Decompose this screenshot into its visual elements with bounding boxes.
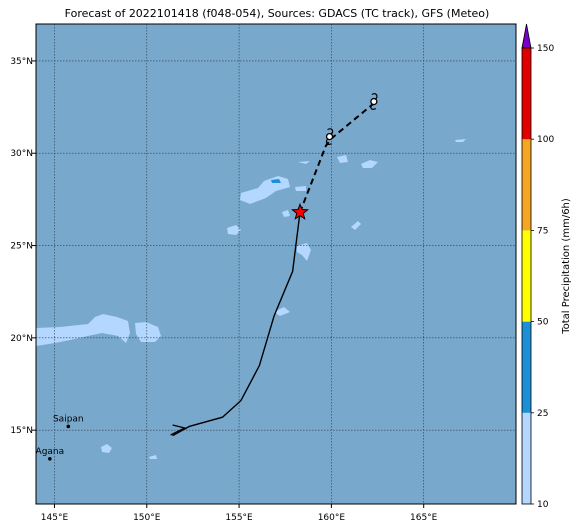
city-dot	[66, 424, 71, 429]
storm-symbol-icon	[325, 128, 334, 145]
tick-label-lat: 25°N	[10, 242, 33, 252]
tick-label-lat: 30°N	[10, 149, 33, 159]
rain-area-small-2	[149, 455, 157, 459]
colorbar-tick-label: 10	[537, 500, 549, 510]
rain-area-small-8	[298, 161, 310, 164]
tick-label-lon: 150°E	[133, 513, 161, 523]
map-border	[35, 23, 517, 505]
rain-area-small-7	[274, 307, 290, 316]
rain-area-small-5	[295, 186, 306, 191]
colorbar-segment	[522, 321, 531, 413]
city-dot	[48, 456, 52, 461]
storm-eye	[325, 132, 334, 141]
tick-label-lat: 35°N	[10, 57, 33, 67]
city-markers: Saipan Agana	[36, 414, 84, 461]
colorbar-segment	[522, 230, 531, 322]
colorbar-border	[521, 47, 532, 505]
colorbar-tick-label: 150	[537, 44, 554, 54]
storm-symbol-icon	[370, 93, 378, 110]
current-position-star-icon	[291, 202, 309, 220]
colorbar-segment	[522, 412, 531, 504]
rain-area-small-10	[361, 160, 378, 168]
tick-label-lon: 160°E	[318, 513, 346, 523]
colorbar: 10 25 50 75 100 150 Total Precipitation (mm/6h…	[521, 23, 572, 510]
forecast-track-line	[299, 102, 375, 213]
city-label: Agana	[36, 447, 65, 457]
precipitation-map: Saipan Agana 145°E 150°E 155°E 160°E 165°E 15…	[10, 23, 517, 523]
track-start-hook-icon	[170, 424, 187, 436]
rain-area-west-2	[135, 322, 161, 342]
colorbar-label: Total Precipitation (mm/6h)	[561, 198, 572, 335]
colorbar-tick-label: 50	[537, 318, 549, 328]
map-title: Forecast of 2022101418 (f048-054), Sourc…	[64, 7, 490, 20]
colorbar-segment	[522, 139, 531, 231]
past-track-line	[172, 212, 301, 437]
tick-label-lon: 155°E	[225, 513, 253, 523]
ocean-background	[36, 24, 516, 504]
tick-label-lat: 20°N	[10, 334, 33, 344]
rain-area-small-12	[455, 139, 466, 142]
colorbar-tick-label: 25	[537, 409, 548, 419]
longitude-ticks: 145°E 150°E 155°E 160°E 165°E	[41, 504, 438, 523]
rain-area-small-9	[337, 155, 348, 163]
tick-label-lon: 145°E	[41, 513, 69, 523]
colorbar-tick-label: 100	[537, 135, 554, 145]
rain-area-center-core	[271, 179, 281, 183]
latitude-ticks: 15°N 20°N 25°N 30°N 35°N	[10, 57, 36, 436]
tick-label-lat: 15°N	[10, 426, 33, 436]
colorbar-extend-arrow	[521, 23, 532, 49]
rain-area-small-4	[282, 210, 290, 217]
tick-label-lon: 165°E	[410, 513, 438, 523]
precipitation-areas	[36, 139, 466, 459]
storm-track	[170, 93, 378, 437]
graticule	[36, 24, 516, 504]
rain-area-small-3	[227, 225, 241, 235]
rain-area-west	[36, 314, 130, 346]
city-label: Saipan	[53, 414, 84, 424]
rain-area-small-1	[101, 444, 112, 453]
storm-eye	[370, 97, 378, 106]
colorbar-segment	[522, 48, 531, 140]
rain-area-small-11	[351, 221, 361, 230]
colorbar-tick-label: 75	[537, 226, 548, 236]
rain-area-small-6	[297, 243, 311, 261]
